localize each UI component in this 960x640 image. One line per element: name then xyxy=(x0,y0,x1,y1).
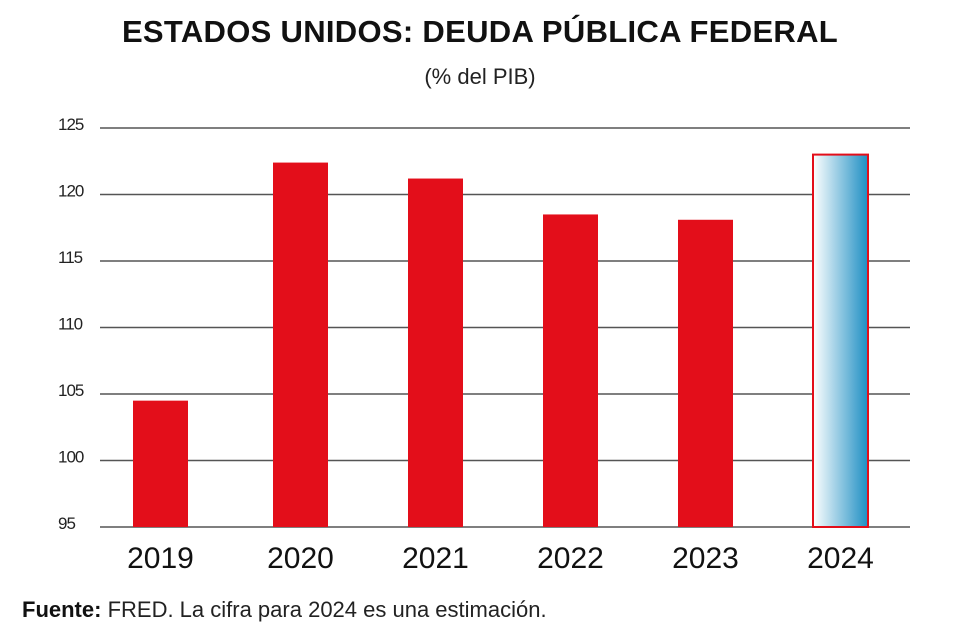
source-label: Fuente: xyxy=(22,597,102,622)
bar-2019 xyxy=(133,400,188,527)
x-tick-label: 2020 xyxy=(267,542,334,575)
y-tick-label: 120 xyxy=(58,182,84,201)
y-tick-label: 95 xyxy=(58,514,75,533)
x-tick-label: 2023 xyxy=(672,542,739,575)
x-tick-label: 2019 xyxy=(127,542,194,575)
bar-2024 xyxy=(812,153,869,528)
bar-2020 xyxy=(273,162,328,527)
x-tick-label: 2024 xyxy=(807,542,874,575)
x-tick-label: 2021 xyxy=(402,542,469,575)
source-note: Fuente: FRED. La cifra para 2024 es una … xyxy=(22,597,547,623)
x-tick-label: 2022 xyxy=(537,542,604,575)
y-tick-label: 115 xyxy=(58,248,83,267)
y-tick-label: 110 xyxy=(58,315,83,334)
chart-subtitle: (% del PIB) xyxy=(424,64,536,89)
y-tick-label: 105 xyxy=(58,381,84,400)
bar-2023 xyxy=(678,219,733,527)
chart-title: ESTADOS UNIDOS: DEUDA PÚBLICA FEDERAL xyxy=(121,14,839,49)
bar-2021 xyxy=(408,178,463,528)
y-tick-label: 100 xyxy=(58,448,84,467)
bar-2022 xyxy=(543,214,598,527)
source-text: FRED. La cifra para 2024 es una estimaci… xyxy=(101,597,547,622)
y-tick-label: 125 xyxy=(58,115,84,134)
